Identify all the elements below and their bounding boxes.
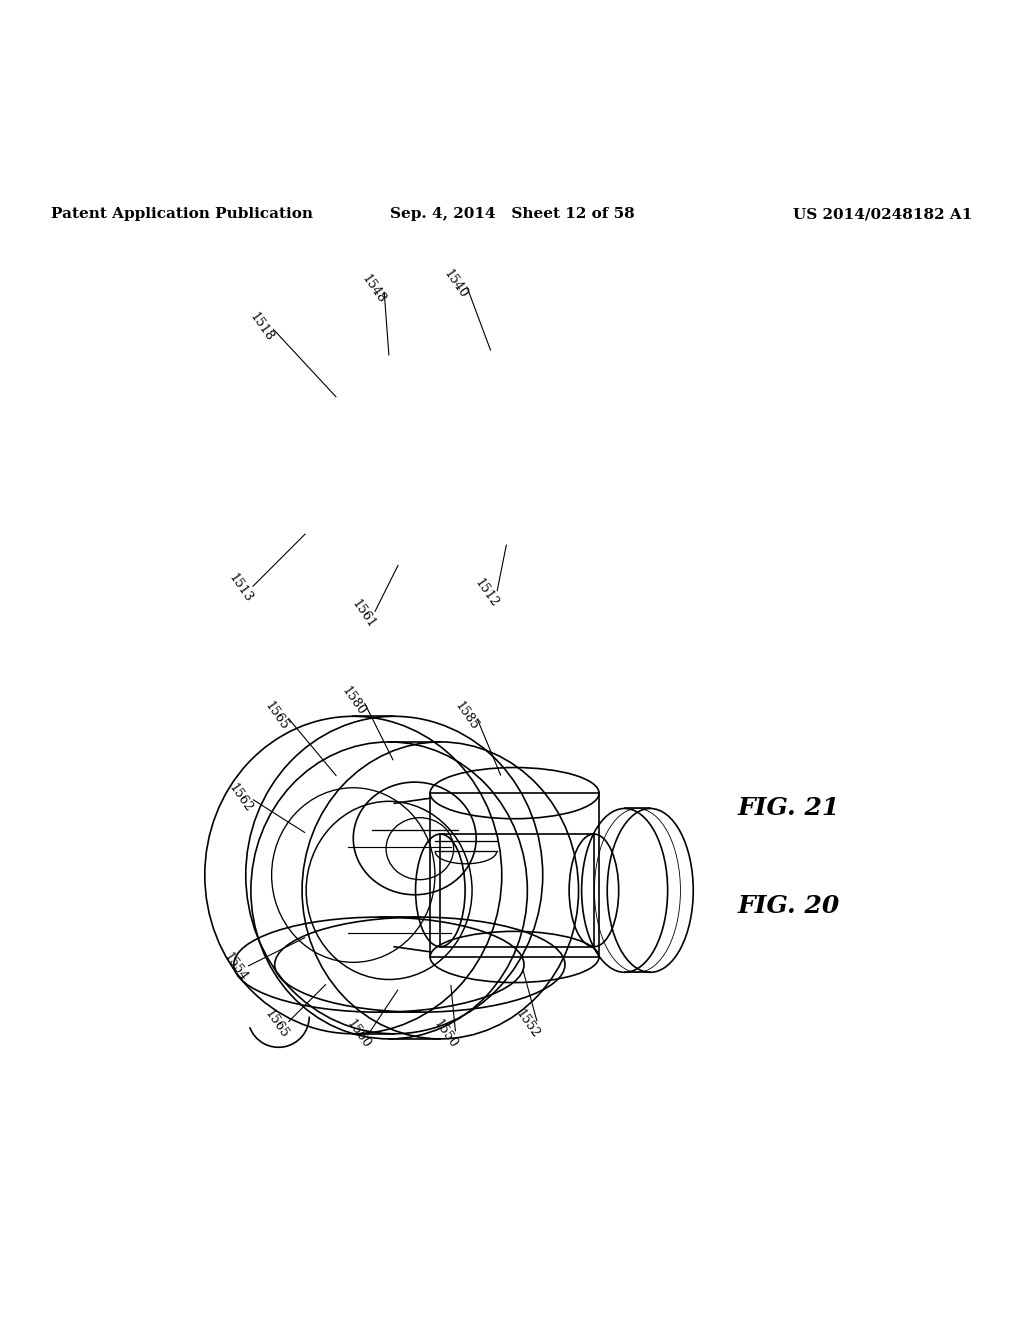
Text: FIG. 21: FIG. 21 (737, 796, 840, 821)
Text: 1552: 1552 (513, 1007, 542, 1040)
Text: 1513: 1513 (226, 572, 255, 605)
Text: Patent Application Publication: Patent Application Publication (51, 207, 313, 222)
Text: 1550: 1550 (431, 1016, 460, 1051)
Text: 1580: 1580 (339, 684, 368, 718)
Text: FIG. 20: FIG. 20 (737, 894, 840, 917)
Text: 1561: 1561 (349, 597, 378, 631)
Text: 1562: 1562 (226, 781, 255, 814)
Text: 1512: 1512 (472, 577, 501, 610)
Text: 1540: 1540 (441, 268, 470, 301)
Text: US 2014/0248182 A1: US 2014/0248182 A1 (794, 207, 973, 222)
Text: 1548: 1548 (359, 272, 388, 306)
Text: 1565: 1565 (262, 1007, 291, 1040)
Text: Sep. 4, 2014   Sheet 12 of 58: Sep. 4, 2014 Sheet 12 of 58 (389, 207, 635, 222)
Text: 1585: 1585 (452, 700, 480, 733)
Text: 1518: 1518 (247, 310, 275, 345)
Text: 1554: 1554 (221, 950, 250, 983)
Text: 1560: 1560 (344, 1016, 373, 1051)
Text: 1565: 1565 (262, 700, 291, 733)
